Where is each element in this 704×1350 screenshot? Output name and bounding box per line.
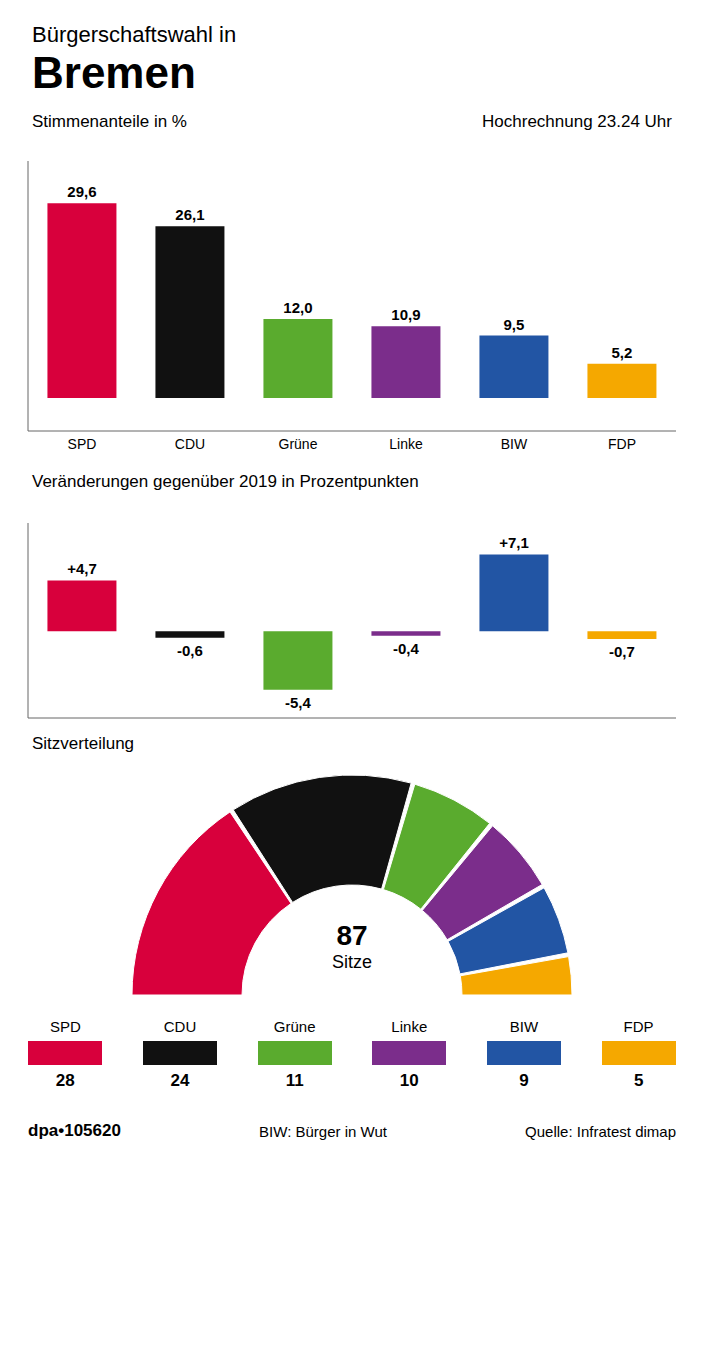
html-text:28: 28 [55, 1071, 75, 1090]
svg-text:BIW: BIW [501, 436, 528, 452]
html-text:dpa•105620: dpa•105620 [28, 1121, 121, 1140]
svg-text:29,6: 29,6 [67, 183, 96, 200]
html-text:11: 11 [285, 1071, 304, 1090]
svg-text:+7,1: +7,1 [499, 534, 529, 551]
html-text:BIW: BIW [509, 1018, 539, 1035]
svg-text:Grüne: Grüne [279, 436, 318, 452]
html-text:FDP: FDP [623, 1018, 654, 1035]
html-text:87: 87 [336, 920, 368, 951]
html-text:SPD: SPD [49, 1018, 81, 1035]
svg-text:26,1: 26,1 [175, 206, 204, 223]
html-text:Quelle: Infratest dimap: Quelle: Infratest dimap [525, 1122, 676, 1140]
html-text:BIW: Bürger in Wut: BIW: Bürger in Wut [259, 1122, 387, 1140]
html-text:CDU: CDU [163, 1018, 197, 1035]
html-text:Grüne: Grüne [273, 1018, 316, 1035]
html-text:10: 10 [399, 1071, 419, 1090]
svg-text:9,5: 9,5 [504, 316, 525, 333]
svg-text:SPD: SPD [68, 436, 97, 452]
svg-text:10,9: 10,9 [391, 306, 420, 323]
html-text:Hochrechnung 23.24 Uhr: Hochrechnung 23.24 Uhr [482, 112, 672, 131]
html-text:24: 24 [170, 1071, 190, 1090]
html-text:Sitzverteilung: Sitzverteilung [32, 734, 135, 753]
svg-text:-0,4: -0,4 [393, 640, 420, 657]
html-text:Stimmenanteile in %: Stimmenanteile in % [32, 112, 187, 131]
html-text:Linke: Linke [391, 1018, 428, 1035]
html-text:Sitze: Sitze [332, 952, 372, 972]
html-text:Veränderungen gegenüber 2019 i: Veränderungen gegenüber 2019 in Prozentp… [32, 472, 419, 491]
html-text:Bürgerschaftswahl in: Bürgerschaftswahl in [32, 22, 237, 47]
svg-text:Linke: Linke [389, 436, 423, 452]
svg-text:5,2: 5,2 [612, 344, 633, 361]
html-text:5: 5 [633, 1071, 644, 1090]
html-text:9: 9 [519, 1071, 529, 1090]
svg-text:CDU: CDU [175, 436, 205, 452]
svg-text:-0,6: -0,6 [177, 642, 203, 659]
html-text:Bremen: Bremen [32, 48, 196, 97]
svg-text:-0,7: -0,7 [609, 643, 635, 660]
svg-text:12,0: 12,0 [283, 299, 312, 316]
svg-text:FDP: FDP [608, 436, 636, 452]
svg-text:+4,7: +4,7 [67, 560, 97, 577]
svg-text:-5,4: -5,4 [285, 694, 312, 711]
